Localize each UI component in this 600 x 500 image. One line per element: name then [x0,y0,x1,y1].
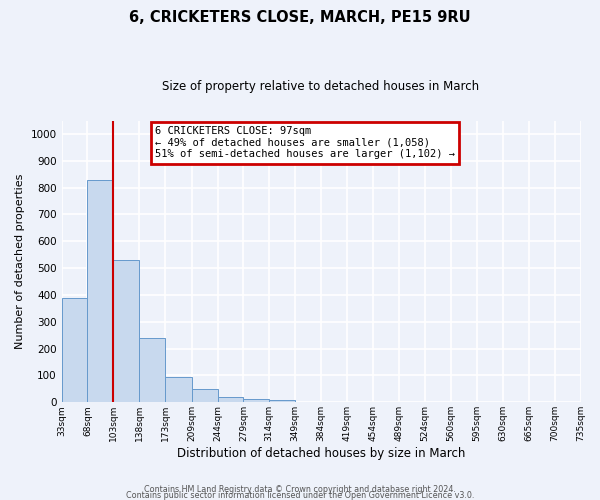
Y-axis label: Number of detached properties: Number of detached properties [15,174,25,349]
Title: Size of property relative to detached houses in March: Size of property relative to detached ho… [163,80,479,93]
Text: Contains public sector information licensed under the Open Government Licence v3: Contains public sector information licen… [126,490,474,500]
Bar [139,338,165,402]
Bar [191,389,218,402]
X-axis label: Distribution of detached houses by size in March: Distribution of detached houses by size … [177,447,465,460]
Bar [113,260,139,402]
Bar [88,180,113,402]
Bar [244,399,269,402]
Bar [269,400,295,402]
Bar [218,397,244,402]
Text: 6, CRICKETERS CLOSE, MARCH, PE15 9RU: 6, CRICKETERS CLOSE, MARCH, PE15 9RU [129,10,471,25]
Bar [165,377,191,402]
Text: 6 CRICKETERS CLOSE: 97sqm
← 49% of detached houses are smaller (1,058)
51% of se: 6 CRICKETERS CLOSE: 97sqm ← 49% of detac… [155,126,455,160]
Text: Contains HM Land Registry data © Crown copyright and database right 2024.: Contains HM Land Registry data © Crown c… [144,484,456,494]
Bar [62,298,88,403]
